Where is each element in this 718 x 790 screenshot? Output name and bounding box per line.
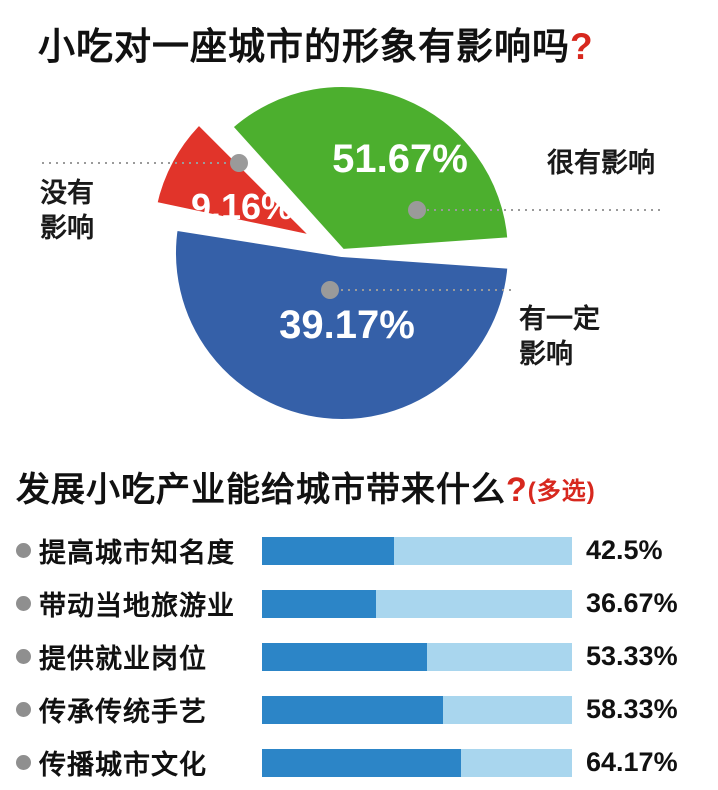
bullet-icon: [16, 543, 31, 558]
bar-track: [262, 642, 572, 671]
bar-track: [262, 536, 572, 565]
bar-value-label: 36.67%: [586, 588, 678, 618]
question2-title-suffix: (多选): [527, 478, 596, 505]
bar-value-label: 42.5%: [586, 535, 663, 565]
bar-row: 提高城市知名度 42.5%: [0, 524, 718, 577]
bar-chart: 提高城市知名度 42.5% 带动当地旅游业 36.67% 提供就业岗位 53.3…: [0, 524, 718, 789]
question2-title-mark: ?: [506, 471, 528, 509]
bar-value-label: 53.33%: [586, 641, 678, 671]
question2-title-text: 发展小吃产业能给城市带来什么: [16, 471, 506, 509]
bullet-icon: [16, 755, 31, 770]
bar-row: 提供就业岗位 53.33%: [0, 630, 718, 683]
bar-category-label: 提供就业岗位: [39, 644, 207, 674]
bar-value-label: 58.33%: [586, 694, 678, 724]
callout-dot-bottom: [321, 281, 339, 299]
pie-callout-some-influence: 有一定 影响: [519, 304, 600, 370]
bar-fill: [262, 642, 428, 671]
pie-value-no-influence: 9.16%: [190, 186, 294, 227]
bar-fill: [262, 695, 443, 724]
bar-row: 传承传统手艺 58.33%: [0, 683, 718, 736]
bar-track: [262, 695, 572, 724]
bullet-icon: [16, 702, 31, 717]
bar-row: 传播城市文化 64.17%: [0, 736, 718, 789]
pie-value-some-influence: 39.17%: [279, 303, 415, 347]
pie-callout-no-influence: 没有 影响: [40, 178, 94, 244]
bar-track: [262, 589, 572, 618]
bar-category-label: 提高城市知名度: [39, 538, 235, 568]
bar-value-label: 64.17%: [586, 747, 678, 777]
bar-row: 带动当地旅游业 36.67%: [0, 577, 718, 630]
bullet-icon: [16, 649, 31, 664]
callout-dot-left: [230, 154, 248, 172]
bullet-icon: [16, 596, 31, 611]
pie-wedges: [148, 79, 516, 427]
pie-value-very-influential: 51.67%: [332, 137, 468, 181]
bar-category-label: 传承传统手艺: [39, 697, 207, 727]
bar-category-label: 带动当地旅游业: [39, 591, 235, 621]
question1-title-mark: ?: [570, 26, 594, 67]
question2-title: 发展小吃产业能给城市带来什么?(多选): [16, 462, 596, 511]
callout-dot-right: [408, 201, 426, 219]
bar-track: [262, 748, 572, 777]
bar-fill: [262, 589, 376, 618]
question1-title: 小吃对一座城市的形象有影响吗?: [38, 16, 594, 70]
pie-callout-very-influential: 很有影响: [547, 148, 655, 178]
question1-title-text: 小吃对一座城市的形象有影响吗: [38, 26, 570, 67]
bar-category-label: 传播城市文化: [39, 750, 207, 780]
bar-fill: [262, 748, 461, 777]
bar-fill: [262, 536, 394, 565]
